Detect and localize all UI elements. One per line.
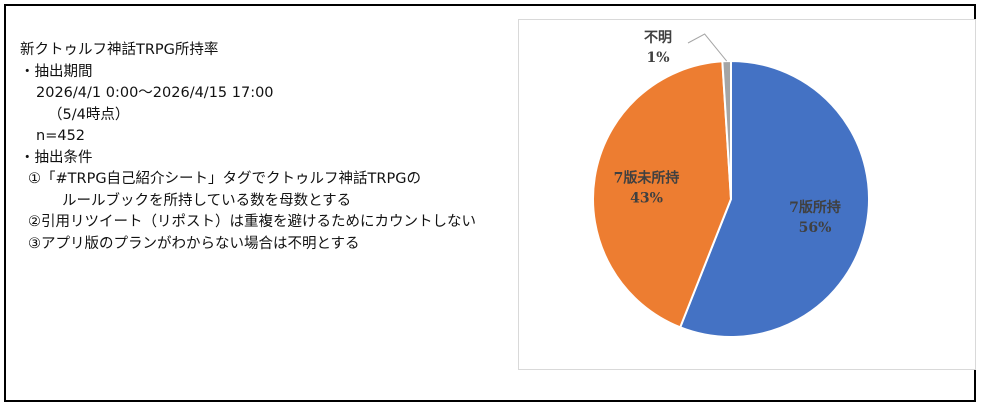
slice-label-1: 7版所持 [789,199,841,216]
leader-line-3 [687,33,728,62]
info-panel: 新クトゥルフ神話TRPG所持率 ・抽出期間 2026/4/1 0:00～2026… [20,40,540,255]
sample-size: n=452 [36,128,86,144]
condition-3: ③アプリ版のプランがわからない場合は不明とする [28,235,360,252]
period-range: 2026/4/1 0:00～2026/4/15 17:00 [36,85,274,101]
pie-chart: 7版所持 56% 7版未所持 43% 不明 1% [518,19,976,370]
chart-title: 新クトゥルフ神話TRPG所持率 [20,42,219,58]
pie-slice-1 [678,59,870,338]
conditions-header: ・抽出条件 [20,149,93,166]
slice-label-3: 不明 [644,30,672,46]
period-note: （5/4時点） [48,106,130,123]
slice-label-2: 7版未所持 [614,170,680,187]
slice-percent-3: 1% [646,50,669,66]
period-header: ・抽出期間 [20,63,93,80]
slice-percent-2: 43% [630,191,663,207]
slice-percent-1: 56% [799,220,832,236]
pie-slice-2 [592,60,733,329]
pie-slice-3 [721,59,732,200]
pie-chart-area: 7版所持 56% 7版未所持 43% 不明 1% [518,19,976,370]
condition-2: ②引用リツイート（リポスト）は重複を避けるためにカウントしない [28,214,476,230]
condition-1-line-2: ルールブックを所持している数を母数とする [62,192,352,209]
condition-1-line-1: ①「#TRPG自己紹介シート」タグでクトゥルフ神話TRPGの [28,171,421,187]
